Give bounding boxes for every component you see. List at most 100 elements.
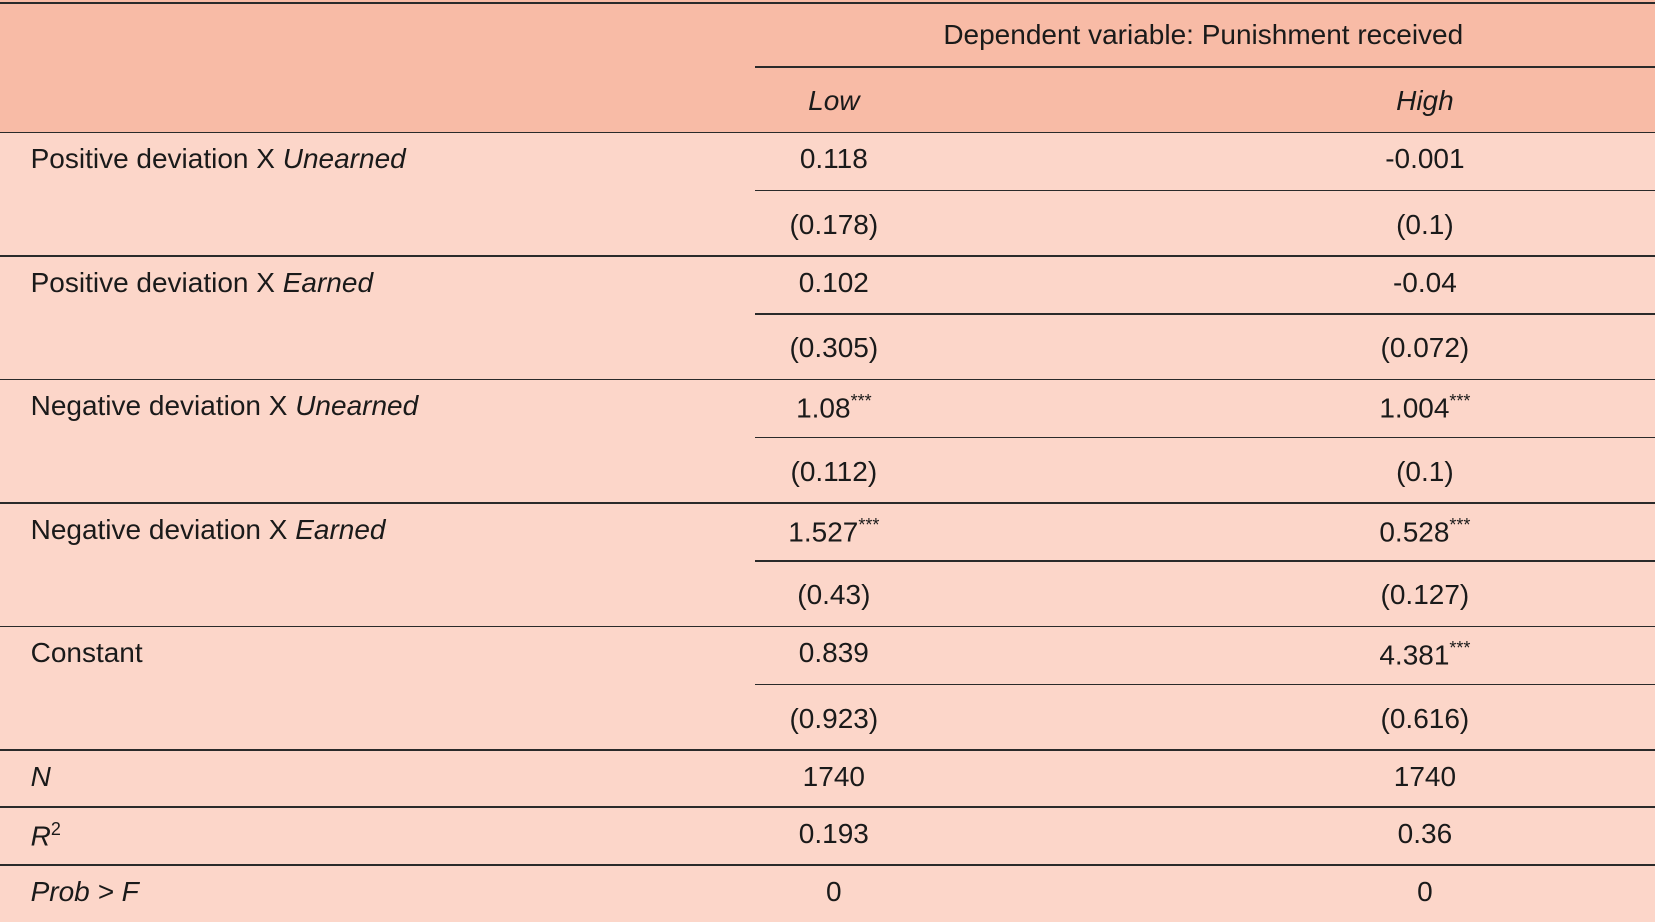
column-header-box: Low (808, 87, 859, 115)
se-cell: (0.112) (790, 455, 878, 487)
se-cell: (0.923) (789, 702, 879, 734)
label-italic: Unearned (282, 143, 406, 175)
label-text: Negative deviation X (30, 513, 288, 545)
std-error: (0.1) (1396, 455, 1454, 487)
coef-cell: 1.004*** (1379, 392, 1470, 422)
label-italic: Prob > F (30, 875, 139, 907)
std-error: (0.127) (1380, 579, 1470, 611)
rule-line (754, 66, 1655, 68)
rule-line (754, 189, 1655, 192)
coef-cell: 1.08*** (796, 392, 872, 422)
rule-line (0, 2, 1655, 4)
label-text: Constant (30, 637, 143, 669)
header-title-box: Dependent variable: Punishment received (943, 18, 1464, 50)
rule-line (754, 313, 1655, 315)
coef-cell: -0.04 (1392, 266, 1457, 298)
rule-line (0, 255, 1655, 257)
std-error: (0.1) (1396, 208, 1454, 240)
se-cell: (0.1) (1396, 208, 1454, 240)
column-header: High (1396, 85, 1454, 117)
rule-line (0, 749, 1655, 751)
coef: -0.04 (1392, 266, 1457, 298)
se-cell: (0.072) (1381, 334, 1470, 362)
coef: -0.001 (1385, 143, 1465, 175)
se-cell: (0.305) (789, 334, 878, 362)
se-cell: (0.1) (1396, 455, 1454, 487)
std-error: (0.178) (789, 208, 879, 240)
label-text: Negative deviation X (30, 390, 288, 422)
stat-cell: 0 (826, 875, 842, 907)
stars: *** (1449, 391, 1471, 412)
coef: 1.004 (1379, 392, 1450, 424)
stars: *** (1449, 514, 1471, 535)
row-label: Negative deviation X Unearned (31, 392, 419, 420)
coef-cell: -0.001 (1385, 145, 1464, 173)
rule-line (0, 806, 1655, 808)
label-italic: Earned (282, 266, 374, 298)
coef: 0.528 (1379, 516, 1450, 548)
coef-cell: 0.102 (798, 266, 869, 298)
rule-line (754, 436, 1655, 439)
rule-line (0, 625, 1655, 628)
label-sup: 2 (50, 818, 61, 839)
stat-value: 0.193 (798, 817, 869, 849)
label-italic: Unearned (295, 390, 419, 422)
label-text: Positive deviation X (30, 266, 275, 298)
coef: 1.08 (796, 392, 851, 424)
label-italic: Earned (295, 513, 386, 545)
coef-cell: 4.381*** (1379, 639, 1470, 669)
row-label: Prob > F (30, 875, 139, 907)
coef-cell: 1.527*** (788, 516, 879, 546)
row-label: R2 (31, 820, 61, 850)
coef-cell: 0.839 (799, 639, 869, 667)
row-label: Constant (31, 639, 143, 667)
row-label: Negative deviation X Earned (30, 513, 386, 545)
std-error: (0.072) (1380, 332, 1470, 364)
row-label: N (30, 760, 51, 792)
column-header-box: High (1396, 87, 1454, 115)
stars: *** (850, 391, 872, 412)
se-cell: (0.616) (1380, 702, 1470, 734)
rule-line (754, 683, 1655, 686)
se-cell: (0.43) (797, 581, 870, 609)
row-label: Positive deviation X Unearned (31, 145, 406, 173)
rule-line (0, 864, 1655, 866)
column-header: Low (808, 85, 860, 117)
stat-cell: 1740 (1393, 760, 1457, 792)
stars: *** (1449, 638, 1471, 659)
coef: 0.839 (798, 637, 869, 669)
se-cell: (0.127) (1381, 581, 1470, 609)
se-cell: (0.178) (789, 208, 879, 240)
rule-line (0, 502, 1655, 504)
std-error: (0.43) (797, 579, 871, 611)
coef: 1.527 (788, 516, 859, 548)
stat-value: 1740 (1393, 760, 1457, 792)
label-italic: R (30, 820, 51, 852)
rule-line (0, 378, 1655, 381)
std-error: (0.112) (790, 455, 878, 487)
header-title: Dependent variable: Punishment received (943, 18, 1464, 50)
std-error: (0.305) (789, 332, 879, 364)
std-error: (0.923) (789, 702, 879, 734)
coef: 0.102 (798, 266, 869, 298)
stat-value: 0 (1417, 875, 1433, 907)
rule-line (754, 560, 1655, 562)
coef: 0.118 (799, 143, 868, 175)
label-text: Positive deviation X (30, 143, 275, 175)
coef-cell: 0.528*** (1379, 516, 1470, 546)
coef: 4.381 (1379, 639, 1450, 671)
stat-value: 1740 (802, 760, 865, 792)
stat-cell: 1740 (802, 760, 865, 792)
stat-value: 0 (826, 875, 842, 907)
coef-cell: 0.118 (800, 145, 868, 173)
rule-line (0, 131, 1655, 134)
header-band (0, 0, 1655, 132)
std-error: (0.616) (1380, 702, 1470, 734)
stat-cell: 0 (1417, 875, 1433, 907)
stat-value: 0.36 (1397, 817, 1453, 849)
label-italic: N (30, 760, 51, 792)
stars: *** (858, 514, 880, 535)
stat-cell: 0.36 (1397, 817, 1453, 849)
stat-cell: 0.193 (798, 817, 869, 849)
